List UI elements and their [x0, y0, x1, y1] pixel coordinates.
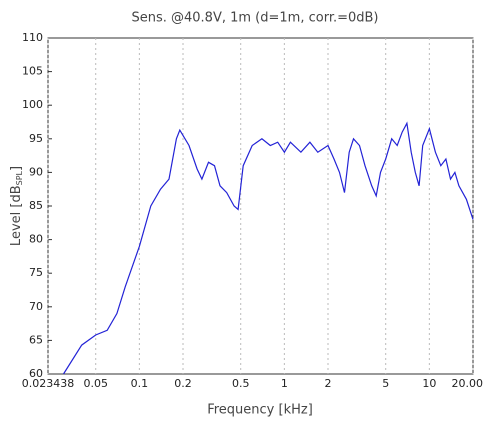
- y-tick-label: 110: [22, 31, 43, 44]
- chart-title: Sens. @40.8V, 1m (d=1m, corr.=0dB): [131, 11, 378, 26]
- x-tick-label: 0.1: [131, 377, 149, 390]
- x-tick-label: 2: [325, 377, 332, 390]
- y-tick-label: 90: [29, 165, 43, 178]
- y-tick-label: 60: [29, 367, 43, 380]
- y-tick-label: 95: [29, 132, 43, 145]
- x-tick-label: 5: [382, 377, 389, 390]
- y-label-text: Level [dB: [9, 185, 24, 246]
- y-label-end: ]: [9, 166, 24, 171]
- x-tick-label: 0.023438: [22, 377, 75, 390]
- y-tick-label: 70: [29, 300, 43, 313]
- x-axis-label: Frequency [kHz]: [207, 403, 313, 418]
- x-tick-label: 0.05: [83, 377, 108, 390]
- x-tick-label: 1: [281, 377, 288, 390]
- y-tick-label: 85: [29, 199, 43, 212]
- x-tick-label: 20.00: [452, 377, 484, 390]
- plot-area: [47, 37, 474, 375]
- y-tick-label: 80: [29, 233, 43, 246]
- y-label-sub: SPL: [15, 170, 24, 185]
- y-tick-label: 105: [22, 65, 43, 78]
- y-tick-label: 75: [29, 266, 43, 279]
- data-line: [62, 121, 474, 375]
- x-tick-label: 0.2: [174, 377, 192, 390]
- y-axis-label: Level [dBSPL]: [9, 166, 24, 246]
- y-tick-label: 100: [22, 98, 43, 111]
- y-tick-label: 65: [29, 333, 43, 346]
- x-tick-label: 10: [422, 377, 436, 390]
- x-tick-label: 0.5: [232, 377, 250, 390]
